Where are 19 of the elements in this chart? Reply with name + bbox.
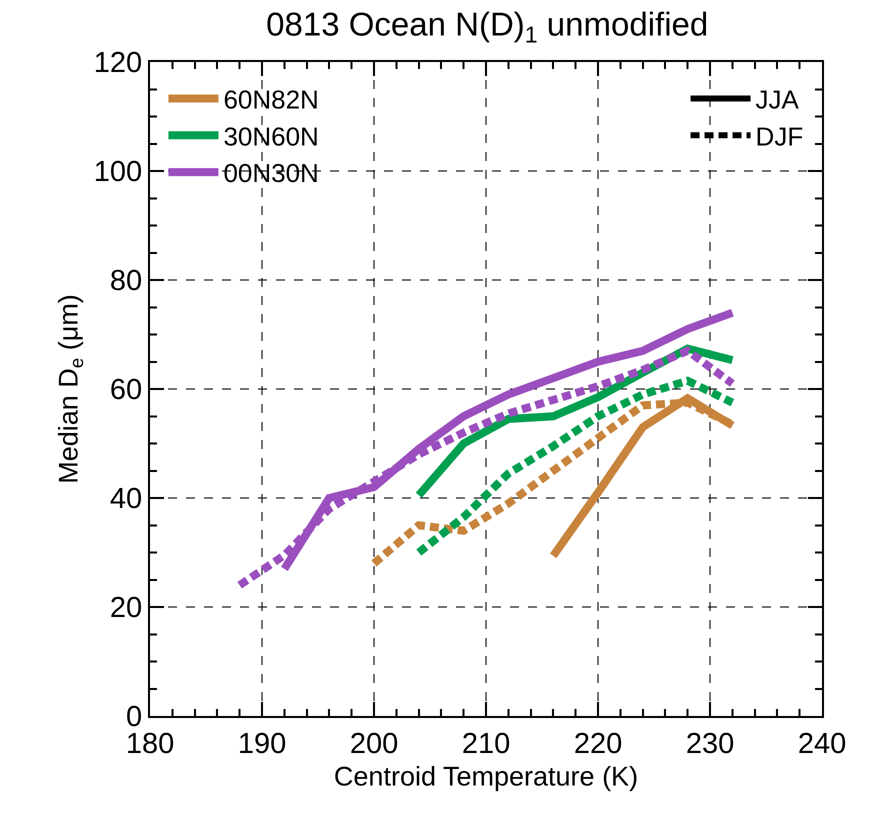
y-tick-label: 40: [110, 483, 142, 516]
legend-label: 30N60N: [223, 121, 319, 152]
y-tick-label: 60: [110, 374, 142, 406]
x-tick-label: 230: [686, 728, 734, 760]
y-tick-label: 20: [110, 592, 142, 624]
legend-label: 00N30N: [223, 158, 319, 188]
y-tick-label: 80: [110, 265, 142, 298]
annotation: DJF: [756, 121, 804, 152]
x-tick-label: 190: [238, 728, 286, 760]
annotation: JJA: [756, 84, 800, 115]
y-tick-label: 120: [94, 47, 142, 80]
x-tick-label: 240: [798, 728, 846, 760]
x-tick-label: 200: [350, 728, 398, 760]
legend-label: 60N82N: [223, 84, 319, 115]
y-tick-label: 100: [94, 156, 142, 188]
chart-title: 0813 Ocean N(D)$_{1}$ unmodified: [266, 5, 708, 48]
x-axis-title: Centroid Temperature (K): [334, 762, 638, 792]
x-tick-label: 210: [462, 728, 510, 760]
x-tick-label: 220: [574, 728, 622, 760]
